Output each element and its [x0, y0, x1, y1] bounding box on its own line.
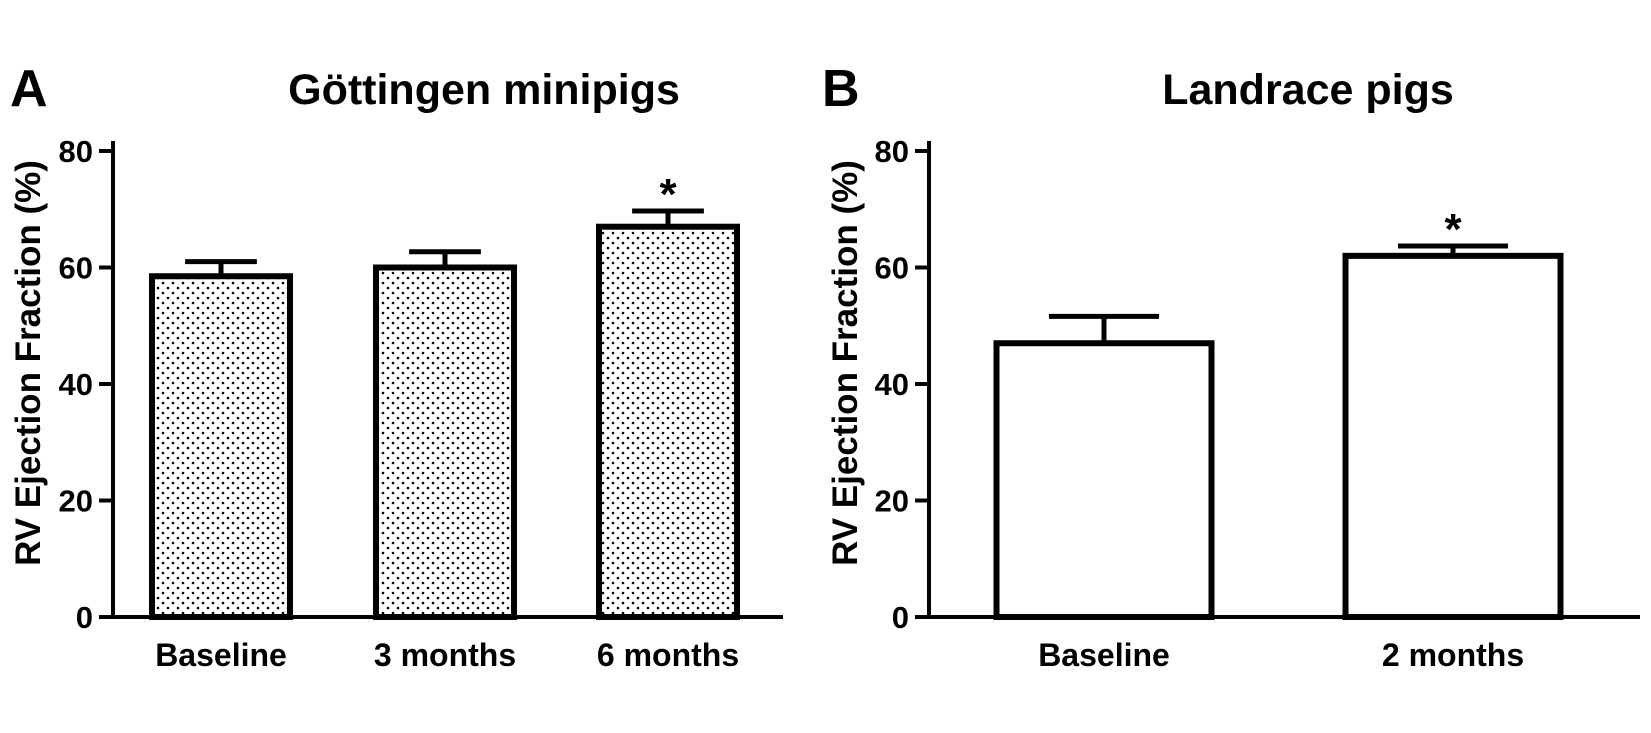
significance-marker-b-2: *: [1444, 205, 1462, 254]
bar-a-1: [149, 273, 293, 620]
panel-letter-b: B: [822, 60, 860, 118]
y-axis-label-a: RV Ejection Fraction (%): [9, 160, 48, 566]
panel-a: A Göttingen minipigs RV Ejection Fractio…: [9, 60, 783, 673]
panel-b: B Landrace pigs RV Ejection Fraction (%)…: [822, 60, 1640, 673]
y-tick-label-a-80: 80: [59, 134, 93, 169]
category-labels-a: Baseline 3 months 6 months: [155, 637, 739, 673]
significance-marker-a-3: *: [659, 170, 677, 219]
bars-b: *: [993, 205, 1564, 620]
bar-b-1: [993, 340, 1215, 620]
y-tick-label-b-20: 20: [875, 484, 909, 519]
y-tick-label-b-40: 40: [875, 367, 909, 402]
bar-a-2: [373, 264, 517, 620]
y-tick-label-b-80: 80: [875, 134, 909, 169]
y-tick-label-a-0: 0: [76, 600, 93, 635]
x-category-label-b-1: Baseline: [1038, 637, 1170, 673]
x-category-label-a-3: 6 months: [597, 637, 739, 673]
category-labels-b: Baseline 2 months: [1038, 637, 1524, 673]
panel-letter-a: A: [10, 60, 48, 118]
y-tick-label-a-40: 40: [59, 367, 93, 402]
y-axis-label-b: RV Ejection Fraction (%): [826, 160, 865, 566]
panel-title-b: Landrace pigs: [1162, 66, 1454, 114]
y-tick-label-b-0: 0: [892, 600, 909, 635]
x-category-label-b-2: 2 months: [1382, 637, 1524, 673]
x-category-label-a-1: Baseline: [155, 637, 287, 673]
y-ticks-a: 0 20 40 60 80: [59, 134, 113, 635]
bar-b-2: [1342, 252, 1564, 620]
y-tick-label-a-60: 60: [59, 251, 93, 286]
y-ticks-b: 0 20 40 60 80: [875, 134, 929, 635]
panel-title-a: Göttingen minipigs: [288, 66, 680, 114]
bar-a-3: [596, 223, 740, 620]
x-category-label-a-2: 3 months: [374, 637, 516, 673]
y-tick-label-b-60: 60: [875, 251, 909, 286]
bars-a: *: [149, 170, 740, 620]
y-tick-label-a-20: 20: [59, 484, 93, 519]
